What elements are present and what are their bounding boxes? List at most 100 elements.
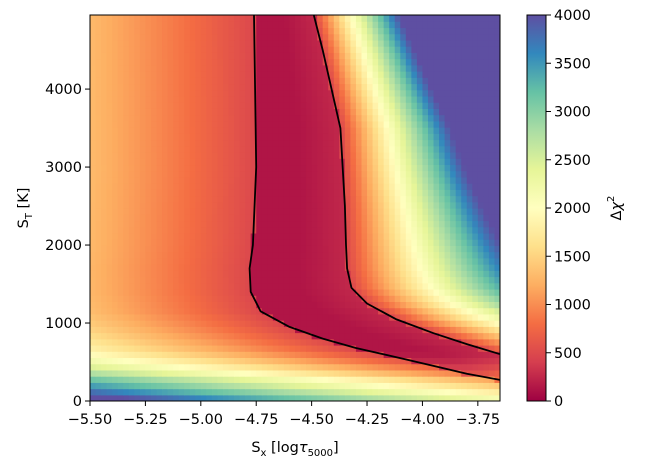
heatmap-cell	[306, 158, 313, 166]
heatmap-cell	[405, 363, 412, 371]
heatmap-cell	[200, 214, 207, 222]
heatmap-cell	[416, 320, 424, 327]
heatmap-cell	[394, 151, 401, 159]
heatmap-cell	[317, 338, 324, 346]
heatmap-cell	[184, 307, 191, 315]
heatmap-cell	[245, 102, 252, 109]
heatmap-cell	[117, 52, 124, 60]
heatmap-cell	[344, 332, 351, 340]
heatmap-cell	[112, 15, 119, 22]
heatmap-cell	[145, 52, 152, 60]
heatmap-cell	[389, 214, 396, 222]
heatmap-cell	[466, 195, 473, 203]
heatmap-cell	[488, 357, 496, 365]
heatmap-cell	[145, 326, 152, 334]
heatmap-cell	[156, 320, 163, 327]
heatmap-cell	[106, 394, 113, 401]
heatmap-cell	[494, 27, 500, 35]
heatmap-cell	[400, 388, 407, 396]
heatmap-cell	[400, 338, 407, 346]
heatmap-cell	[466, 139, 473, 147]
heatmap-cell	[162, 139, 169, 147]
heatmap-cell	[466, 369, 473, 377]
heatmap-cell	[450, 382, 457, 390]
heatmap-cell	[211, 320, 219, 327]
heatmap-cell	[217, 307, 224, 315]
heatmap-cell	[361, 176, 368, 184]
heatmap-cell	[344, 64, 351, 72]
heatmap-cell	[405, 264, 412, 271]
heatmap-cell	[328, 176, 335, 184]
heatmap-cell	[339, 288, 346, 296]
heatmap-cell	[211, 21, 219, 29]
heatmap-cell	[267, 245, 274, 253]
heatmap-cell	[333, 52, 340, 60]
heatmap-cell	[450, 39, 457, 47]
heatmap-cell	[195, 301, 202, 309]
heatmap-cell	[411, 382, 418, 390]
heatmap-cell	[455, 114, 462, 122]
heatmap-cell	[162, 394, 169, 401]
heatmap-cell	[139, 226, 146, 234]
heatmap-cell	[355, 394, 363, 401]
heatmap-cell	[150, 145, 158, 153]
heatmap-cell	[178, 89, 185, 97]
heatmap-cell	[256, 170, 263, 178]
heatmap-cell	[483, 164, 490, 172]
heatmap-cell	[189, 39, 196, 47]
heatmap-cell	[150, 15, 158, 22]
heatmap-cell	[162, 282, 169, 290]
heatmap-cell	[184, 208, 191, 215]
heatmap-cell	[101, 351, 108, 359]
heatmap-cell	[178, 307, 185, 315]
heatmap-cell	[405, 226, 412, 234]
heatmap-cell	[250, 133, 257, 141]
heatmap-cell	[217, 214, 224, 222]
heatmap-cell	[389, 102, 396, 109]
heatmap-cell	[394, 33, 401, 41]
heatmap-cell	[483, 21, 490, 29]
heatmap-cell	[311, 64, 318, 72]
heatmap-cell	[261, 388, 268, 396]
heatmap-cell	[300, 257, 307, 265]
heatmap-cell	[239, 145, 246, 153]
heatmap-cell	[173, 251, 180, 259]
heatmap-cell	[295, 95, 302, 103]
heatmap-cell	[206, 208, 213, 215]
heatmap-cell	[295, 301, 302, 309]
heatmap-cell	[483, 295, 490, 302]
heatmap-cell	[206, 251, 213, 259]
heatmap-cell	[95, 108, 102, 116]
heatmap-cell	[222, 21, 230, 29]
heatmap-cell	[400, 270, 407, 278]
heatmap-cell	[394, 15, 401, 22]
heatmap-cell	[234, 282, 241, 290]
heatmap-cell	[328, 394, 335, 401]
heatmap-cell	[328, 158, 335, 166]
heatmap-cell	[234, 64, 241, 72]
heatmap-cell	[289, 71, 296, 78]
heatmap-cell	[184, 158, 191, 166]
heatmap-cell	[156, 195, 163, 203]
heatmap-cell	[267, 108, 274, 116]
heatmap-cell	[439, 120, 446, 128]
heatmap-cell	[272, 183, 279, 190]
heatmap-cell	[383, 95, 390, 103]
heatmap-cell	[150, 276, 158, 284]
heatmap-cell	[283, 77, 291, 85]
heatmap-cell	[306, 307, 313, 315]
heatmap-cell	[433, 382, 440, 390]
heatmap-cell	[439, 127, 446, 134]
heatmap-cell	[95, 145, 102, 153]
heatmap-cell	[167, 95, 174, 103]
heatmap-cell	[328, 170, 335, 178]
heatmap-cell	[389, 83, 396, 91]
heatmap-cell	[106, 270, 113, 278]
heatmap-cell	[416, 158, 424, 166]
heatmap-cell	[439, 201, 446, 209]
heatmap-cell	[261, 120, 268, 128]
heatmap-cell	[162, 114, 169, 122]
heatmap-cell	[361, 226, 368, 234]
heatmap-cell	[400, 357, 407, 365]
heatmap-cell	[411, 276, 418, 284]
